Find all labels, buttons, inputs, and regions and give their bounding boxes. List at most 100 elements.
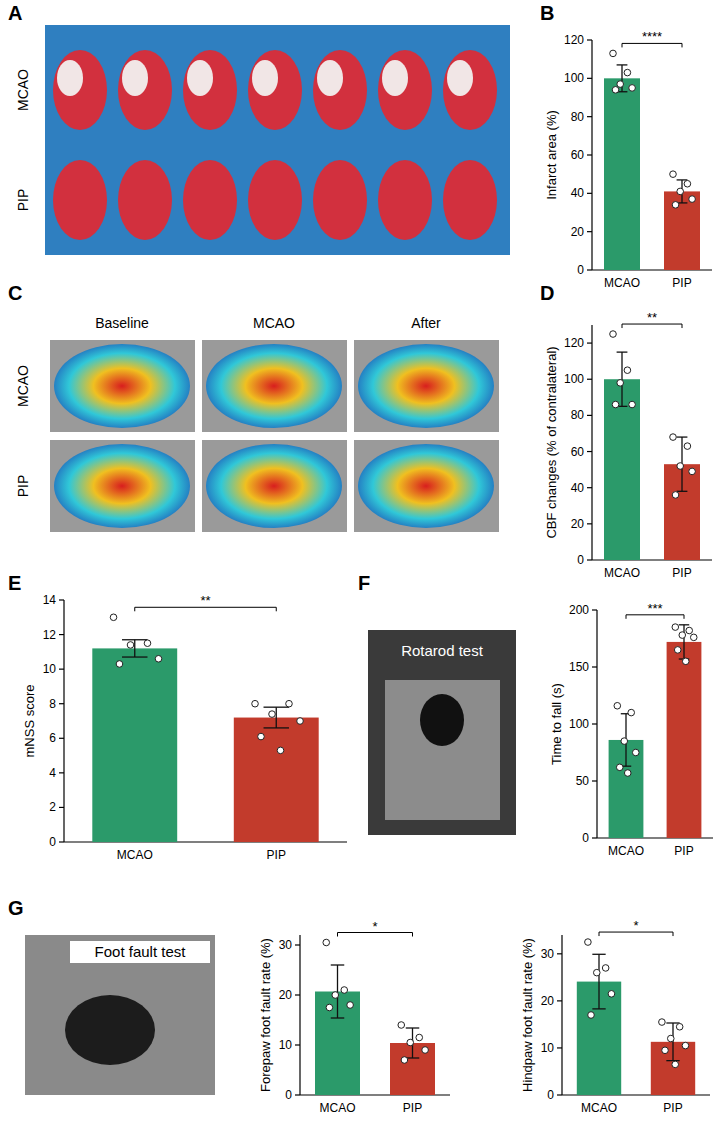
error-bar — [264, 707, 289, 728]
chart: 0102030Forepaw foot fault rate (%)MCAOPI… — [258, 919, 450, 1116]
panel-letter: C — [8, 282, 22, 304]
error-cap — [331, 1017, 345, 1018]
error-line — [276, 707, 277, 728]
photo-background — [202, 340, 347, 432]
x-tick-label: PIP — [267, 848, 286, 862]
y-tick — [587, 559, 592, 560]
y-tick-label: 14 — [43, 593, 57, 607]
error-cap — [406, 1027, 420, 1028]
brain-slice — [183, 160, 237, 240]
x-tick-label: PIP — [672, 566, 691, 580]
row-label: PIP — [15, 475, 31, 498]
y-tick — [295, 1094, 300, 1095]
data-point — [672, 1061, 679, 1068]
data-point — [667, 1035, 674, 1042]
infarct-region — [122, 60, 148, 96]
data-point — [670, 171, 677, 178]
infarct-region — [447, 60, 473, 96]
data-point — [155, 655, 162, 662]
y-axis-label: mNSS score — [22, 685, 37, 758]
y-axis-label: CBF changes (% of contralateral) — [544, 346, 559, 538]
cbf-image — [358, 444, 494, 528]
y-tick-label: 6 — [49, 731, 56, 745]
data-point — [332, 992, 339, 999]
data-point — [617, 81, 624, 88]
chart: 0102030Hindpaw foot fault rate (%)MCAOPI… — [520, 918, 710, 1115]
x-tick-label: MCAO — [117, 848, 153, 862]
y-tick — [557, 1094, 562, 1095]
y-tick-label: 10 — [541, 1041, 555, 1055]
y-tick — [557, 1000, 562, 1001]
data-point — [624, 770, 631, 777]
y-tick — [557, 1047, 562, 1048]
y-tick — [295, 1044, 300, 1045]
significance-label: ** — [200, 593, 210, 608]
error-bar — [617, 352, 628, 406]
data-point — [610, 331, 617, 338]
data-point — [398, 1022, 405, 1029]
y-tick-label: 100 — [564, 372, 584, 386]
y-tick-label: 4 — [49, 766, 56, 780]
cbf-image — [358, 344, 494, 428]
photo-caption: Foot fault test — [95, 943, 187, 960]
data-point — [258, 733, 265, 740]
y-tick — [59, 807, 64, 808]
y-tick-label: 20 — [571, 225, 585, 239]
error-cap — [122, 639, 147, 640]
y-tick-label: 0 — [577, 553, 584, 567]
photo-background — [354, 440, 499, 532]
marks — [609, 624, 702, 838]
cbf-image — [206, 444, 342, 528]
x-tick-label: MCAO — [604, 276, 640, 290]
data-point — [682, 1042, 689, 1049]
photo-mouse — [420, 694, 464, 746]
data-point — [674, 647, 681, 654]
row-label: PIP — [15, 189, 31, 212]
significance-label: *** — [647, 601, 662, 616]
y-tick — [587, 154, 592, 155]
brain-slice — [378, 160, 432, 240]
data-point — [401, 1057, 408, 1064]
data-point — [670, 434, 677, 441]
panel-letter: G — [8, 897, 24, 919]
y-tick-label: 20 — [279, 988, 293, 1002]
brain-slice — [53, 50, 107, 130]
data-point — [686, 627, 693, 634]
infarct-region — [317, 60, 343, 96]
data-point — [297, 718, 304, 725]
photo — [25, 935, 215, 1095]
figure: ABCDEFGMCAOPIPBaselineMCAOAfterMCAOPIPRo… — [0, 0, 723, 1134]
y-tick — [592, 609, 597, 610]
y-tick — [587, 379, 592, 380]
data-point — [252, 700, 259, 707]
significance-label: * — [633, 918, 638, 933]
y-tick-label: 10 — [43, 662, 57, 676]
y-tick-label: 50 — [576, 774, 590, 788]
data-point — [347, 1002, 354, 1009]
y-tick — [59, 669, 64, 670]
error-line — [621, 352, 622, 406]
error-cap — [331, 964, 345, 965]
y-tick-label: 40 — [571, 481, 585, 495]
data-point — [116, 661, 123, 668]
y-tick-label: 8 — [49, 697, 56, 711]
y-tick-label: 30 — [279, 938, 293, 952]
data-point — [629, 85, 636, 92]
error-line — [621, 65, 622, 92]
marks — [577, 939, 695, 1095]
data-point — [144, 640, 151, 647]
data-point — [422, 1047, 429, 1054]
y-axis — [63, 600, 64, 842]
error-line — [337, 965, 338, 1018]
error-bar — [122, 640, 147, 657]
column-label: MCAO — [253, 315, 295, 331]
data-point — [689, 196, 696, 203]
y-tick-label: 80 — [571, 408, 585, 422]
y-tick — [592, 780, 597, 781]
brain-slice — [248, 160, 302, 240]
data-point — [616, 764, 623, 771]
y-tick-label: 80 — [571, 110, 585, 124]
data-point — [672, 624, 679, 631]
brain-slice — [53, 160, 107, 240]
brain-slice — [443, 50, 497, 130]
